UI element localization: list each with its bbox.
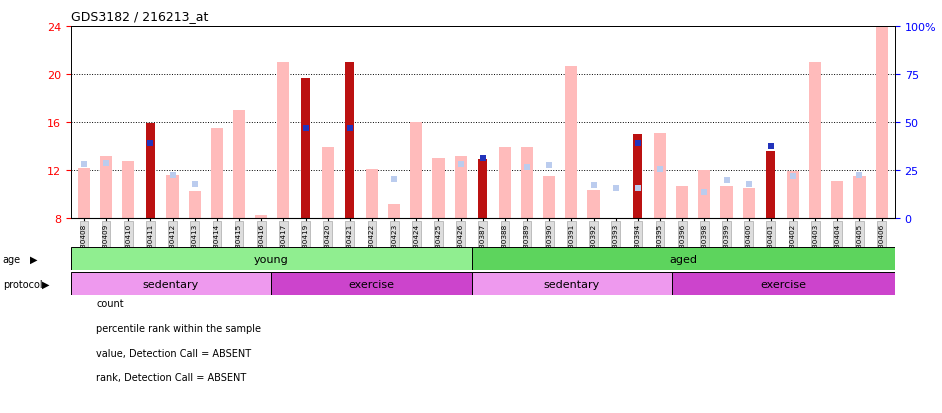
Bar bbox=[146, 124, 155, 219]
Bar bbox=[472, 248, 895, 271]
Text: sedentary: sedentary bbox=[143, 279, 199, 289]
Bar bbox=[71, 248, 472, 271]
Text: rank, Detection Call = ABSENT: rank, Detection Call = ABSENT bbox=[96, 373, 247, 382]
Text: count: count bbox=[96, 298, 123, 308]
Bar bbox=[167, 176, 179, 219]
Bar bbox=[787, 172, 799, 219]
Bar bbox=[472, 273, 673, 295]
Bar bbox=[721, 187, 733, 219]
Bar bbox=[455, 157, 466, 219]
Bar bbox=[410, 123, 422, 219]
Text: protocol: protocol bbox=[3, 279, 42, 289]
Bar bbox=[277, 63, 289, 219]
Bar bbox=[633, 135, 642, 219]
Bar bbox=[853, 177, 866, 219]
Text: exercise: exercise bbox=[349, 279, 395, 289]
Bar bbox=[588, 190, 600, 219]
Text: age: age bbox=[3, 254, 21, 264]
Bar bbox=[676, 187, 689, 219]
Bar bbox=[122, 161, 135, 219]
Bar bbox=[654, 134, 666, 219]
Bar bbox=[255, 215, 268, 219]
Bar bbox=[211, 129, 223, 219]
Bar bbox=[521, 148, 533, 219]
Text: ▶: ▶ bbox=[30, 254, 38, 264]
Bar bbox=[479, 160, 487, 219]
Bar bbox=[499, 148, 511, 219]
Text: aged: aged bbox=[669, 254, 697, 264]
Bar bbox=[698, 171, 710, 219]
Bar bbox=[321, 148, 333, 219]
Bar bbox=[388, 204, 400, 219]
Bar bbox=[673, 273, 895, 295]
Text: sedentary: sedentary bbox=[544, 279, 600, 289]
Bar bbox=[300, 78, 310, 219]
Bar bbox=[78, 169, 90, 219]
Text: percentile rank within the sample: percentile rank within the sample bbox=[96, 323, 261, 333]
Bar bbox=[831, 182, 843, 219]
Bar bbox=[766, 152, 775, 219]
Text: GDS3182 / 216213_at: GDS3182 / 216213_at bbox=[71, 10, 208, 23]
Text: value, Detection Call = ABSENT: value, Detection Call = ABSENT bbox=[96, 348, 252, 358]
Bar bbox=[742, 189, 755, 219]
Bar bbox=[875, 0, 887, 219]
Bar bbox=[100, 157, 112, 219]
Bar bbox=[365, 170, 378, 219]
Bar bbox=[432, 159, 445, 219]
Bar bbox=[271, 273, 472, 295]
Text: young: young bbox=[253, 254, 288, 264]
Bar bbox=[809, 63, 821, 219]
Bar bbox=[71, 273, 271, 295]
Bar bbox=[188, 191, 201, 219]
Text: ▶: ▶ bbox=[42, 279, 50, 289]
Bar bbox=[544, 177, 556, 219]
Bar bbox=[346, 63, 354, 219]
Bar bbox=[565, 66, 577, 219]
Text: exercise: exercise bbox=[760, 279, 806, 289]
Bar bbox=[233, 111, 245, 219]
